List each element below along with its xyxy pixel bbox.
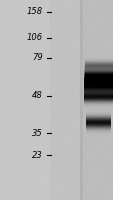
Text: 158: 158 [27,7,43,17]
Text: 35: 35 [32,129,43,138]
Text: 106: 106 [27,33,43,43]
Text: 79: 79 [32,53,43,62]
Text: 48: 48 [32,92,43,100]
Text: 23: 23 [32,150,43,160]
